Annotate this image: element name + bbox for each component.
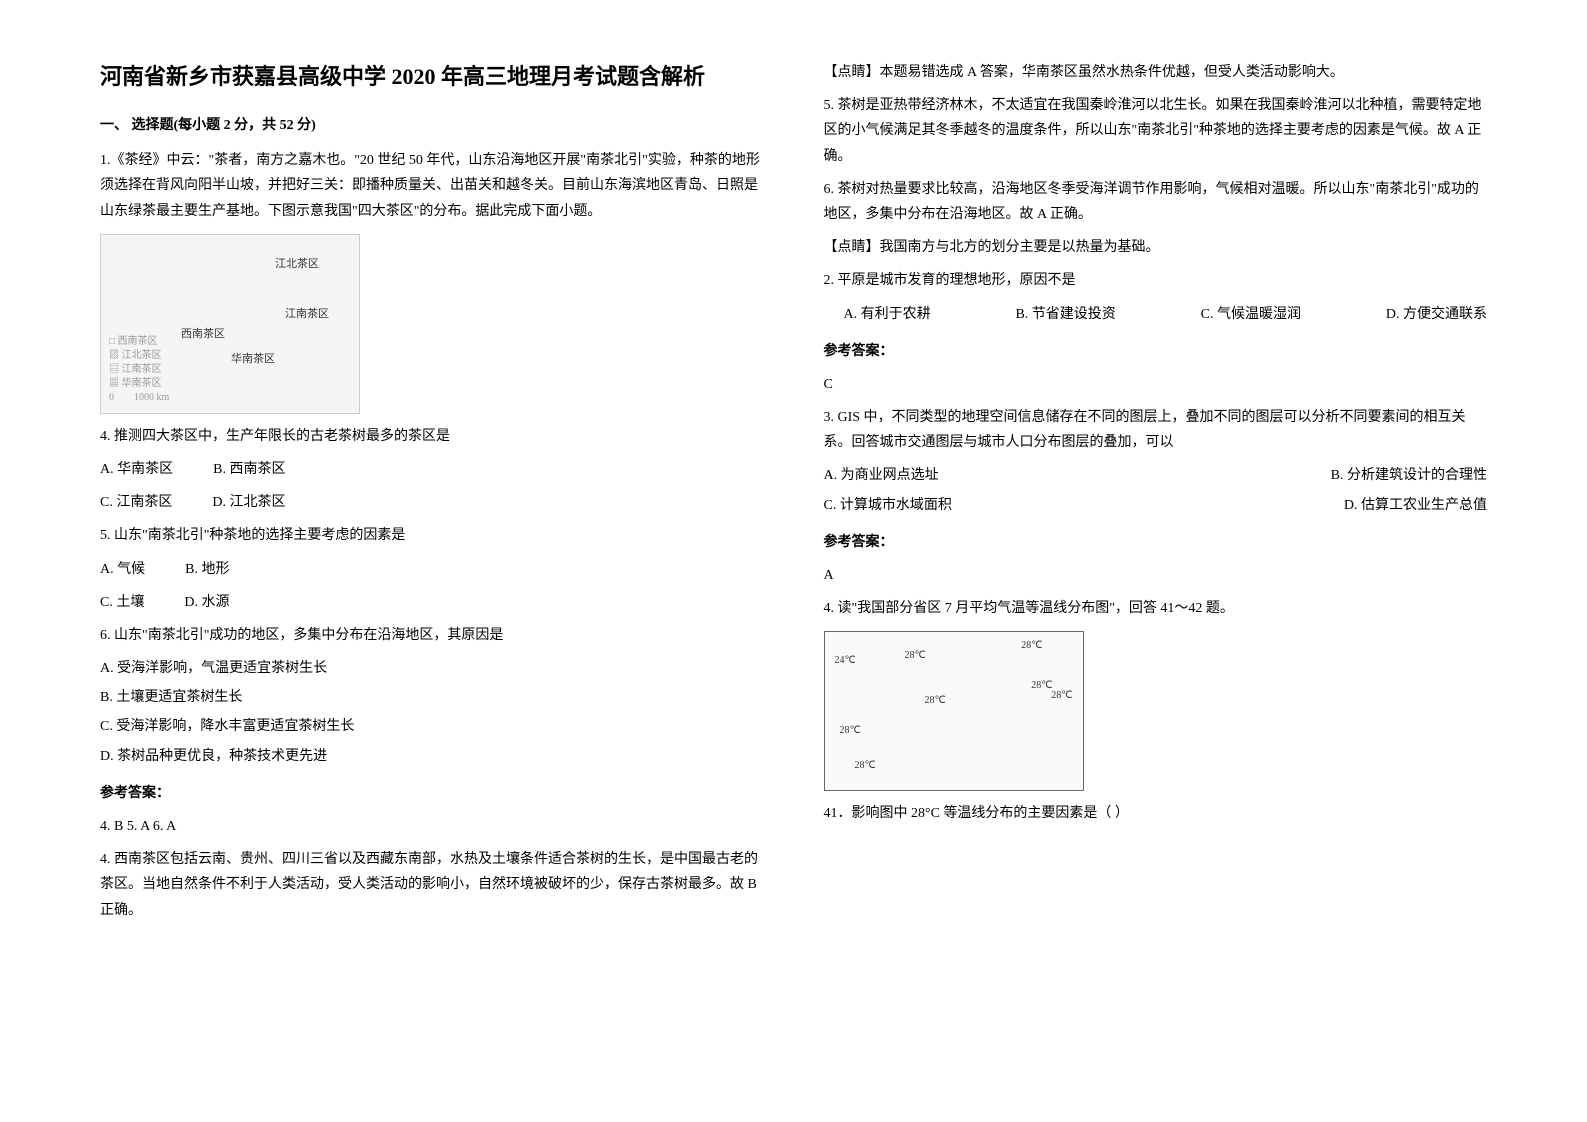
q3-answer-label: 参考答案： — [824, 530, 1488, 555]
q5-options-row2: C. 土壤 D. 水源 — [100, 590, 764, 615]
left-column: 河南省新乡市获嘉县高级中学 2020 年高三地理月考试题含解析 一、 选择题(每… — [100, 60, 764, 931]
q1-answer-label: 参考答案： — [100, 781, 764, 806]
legend-item-2: ▨ 江北茶区 — [109, 349, 169, 363]
q2-answer: C — [824, 372, 1488, 397]
q2-text: 2. 平原是城市发育的理想地形，原因不是 — [824, 268, 1488, 293]
q5-options-row1: A. 气候 B. 地形 — [100, 557, 764, 582]
q1-explain4: 4. 西南茶区包括云南、贵州、四川三省以及西藏东南部，水热及土壤条件适合茶树的生… — [100, 847, 764, 923]
q3-optC: C. 计算城市水域面积 — [824, 493, 952, 518]
temp-28-1: 28℃ — [905, 647, 926, 665]
q3-optD: D. 估算工农业生产总值 — [1344, 493, 1487, 518]
temperature-map: 24℃ 28℃ 28℃ 28℃ 28℃ 28℃ 28℃ 28℃ — [824, 631, 1084, 791]
q2-optD: D. 方便交通联系 — [1386, 302, 1487, 327]
q3-options-row1: A. 为商业网点选址 B. 分析建筑设计的合理性 — [824, 463, 1488, 488]
q5-optA: A. 气候 — [100, 557, 145, 582]
q5-optD: D. 水源 — [184, 590, 229, 615]
tea-region-map: 江北茶区 江南茶区 西南茶区 华南茶区 □ 西南茶区 ▨ 江北茶区 ▤ 江南茶区… — [100, 234, 360, 414]
q3-optB: B. 分析建筑设计的合理性 — [1331, 463, 1487, 488]
temp-28-4: 28℃ — [925, 692, 946, 710]
q4-text: 4. 推测四大茶区中，生产年限长的古老茶树最多的茶区是 — [100, 424, 764, 449]
q3-options-row2: C. 计算城市水域面积 D. 估算工农业生产总值 — [824, 493, 1488, 518]
right-column: 【点睛】本题易错选成 A 答案，华南茶区虽然水热条件优越，但受人类活动影响大。 … — [824, 60, 1488, 931]
temp-28-2: 28℃ — [1021, 637, 1042, 655]
temp-28-7: 28℃ — [855, 757, 876, 775]
q41-text: 41．影响图中 28°C 等温线分布的主要因素是（ ） — [824, 801, 1488, 826]
tip2: 【点睛】我国南方与北方的划分主要是以热量为基础。 — [824, 235, 1488, 260]
explain6: 6. 茶树对热量要求比较高，沿海地区冬季受海洋调节作用影响，气候相对温暖。所以山… — [824, 177, 1488, 227]
q6-optD: D. 茶树品种更优良，种茶技术更先进 — [100, 744, 764, 769]
q4b-text: 4. 读"我国部分省区 7 月平均气温等温线分布图"，回答 41～42 题。 — [824, 596, 1488, 621]
q2-options: A. 有利于农耕 B. 节省建设投资 C. 气候温暖湿润 D. 方便交通联系 — [844, 302, 1488, 327]
q4-options-row2: C. 江南茶区 D. 江北茶区 — [100, 490, 764, 515]
page-title: 河南省新乡市获嘉县高级中学 2020 年高三地理月考试题含解析 — [100, 60, 764, 93]
q2-answer-label: 参考答案： — [824, 339, 1488, 364]
legend-scale: 0 1000 km — [109, 391, 169, 405]
q5-optB: B. 地形 — [185, 557, 229, 582]
q3-answer: A — [824, 563, 1488, 588]
map-region-jiangbei: 江北茶区 — [275, 255, 319, 275]
temp-24: 24℃ — [835, 652, 856, 670]
legend-item-3: ▤ 江南茶区 — [109, 363, 169, 377]
q5-text: 5. 山东"南茶北引"种茶地的选择主要考虑的因素是 — [100, 523, 764, 548]
q4-optA: A. 华南茶区 — [100, 457, 173, 482]
map-region-jiangnan: 江南茶区 — [285, 305, 329, 325]
q2-options-row: A. 有利于农耕 B. 节省建设投资 C. 气候温暖湿润 D. 方便交通联系 — [844, 302, 1488, 327]
q6-optC: C. 受海洋影响，降水丰富更适宜茶树生长 — [100, 714, 764, 739]
q4-optD: D. 江北茶区 — [212, 490, 285, 515]
q3-text: 3. GIS 中，不同类型的地理空间信息储存在不同的图层上，叠加不同的图层可以分… — [824, 405, 1488, 455]
q4-optC: C. 江南茶区 — [100, 490, 172, 515]
page-container: 河南省新乡市获嘉县高级中学 2020 年高三地理月考试题含解析 一、 选择题(每… — [100, 60, 1487, 931]
q1-intro: 1.《茶经》中云："茶者，南方之嘉木也。"20 世纪 50 年代，山东沿海地区开… — [100, 148, 764, 224]
temp-28-5: 28℃ — [1051, 687, 1072, 705]
q2-optA: A. 有利于农耕 — [844, 302, 931, 327]
q2-optB: B. 节省建设投资 — [1015, 302, 1115, 327]
explain5: 5. 茶树是亚热带经济林木，不太适宜在我国秦岭淮河以北生长。如果在我国秦岭淮河以… — [824, 93, 1488, 169]
q6-optB: B. 土壤更适宜茶树生长 — [100, 685, 764, 710]
q6-optA: A. 受海洋影响，气温更适宜茶树生长 — [100, 656, 764, 681]
temp-28-3: 28℃ — [1031, 677, 1052, 695]
q1-answers: 4. B 5. A 6. A — [100, 814, 764, 839]
legend-item-4: ▦ 华南茶区 — [109, 377, 169, 391]
q3-optA: A. 为商业网点选址 — [824, 463, 939, 488]
q4-options-row1: A. 华南茶区 B. 西南茶区 — [100, 457, 764, 482]
tip1: 【点睛】本题易错选成 A 答案，华南茶区虽然水热条件优越，但受人类活动影响大。 — [824, 60, 1488, 85]
map-region-huanan: 华南茶区 — [231, 350, 275, 370]
section-header: 一、 选择题(每小题 2 分，共 52 分) — [100, 113, 764, 138]
legend-item-1: □ 西南茶区 — [109, 335, 169, 349]
q4-optB: B. 西南茶区 — [213, 457, 285, 482]
q5-optC: C. 土壤 — [100, 590, 144, 615]
map-region-xinan: 西南茶区 — [181, 325, 225, 345]
map-legend: □ 西南茶区 ▨ 江北茶区 ▤ 江南茶区 ▦ 华南茶区 0 1000 km — [109, 335, 169, 405]
q2-optC: C. 气候温暖湿润 — [1201, 302, 1301, 327]
temp-28-6: 28℃ — [840, 722, 861, 740]
q6-text: 6. 山东"南茶北引"成功的地区，多集中分布在沿海地区，其原因是 — [100, 623, 764, 648]
